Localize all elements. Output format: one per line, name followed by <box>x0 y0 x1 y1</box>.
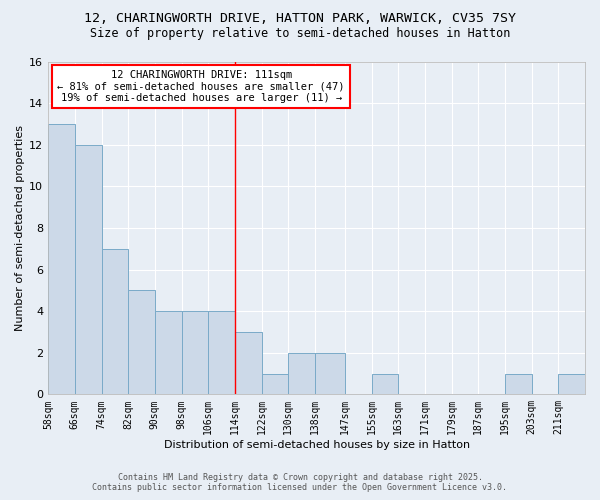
Bar <box>75 144 101 394</box>
Y-axis label: Number of semi-detached properties: Number of semi-detached properties <box>15 125 25 331</box>
Text: Contains HM Land Registry data © Crown copyright and database right 2025.
Contai: Contains HM Land Registry data © Crown c… <box>92 473 508 492</box>
Bar <box>371 374 398 394</box>
Bar <box>48 124 75 394</box>
Bar <box>208 311 235 394</box>
Bar <box>155 311 182 394</box>
Bar <box>288 352 315 395</box>
Text: Size of property relative to semi-detached houses in Hatton: Size of property relative to semi-detach… <box>90 28 510 40</box>
Bar <box>262 374 288 394</box>
Bar <box>128 290 155 395</box>
Bar <box>315 352 345 395</box>
Bar <box>559 374 585 394</box>
Bar <box>235 332 262 394</box>
X-axis label: Distribution of semi-detached houses by size in Hatton: Distribution of semi-detached houses by … <box>164 440 470 450</box>
Text: 12, CHARINGWORTH DRIVE, HATTON PARK, WARWICK, CV35 7SY: 12, CHARINGWORTH DRIVE, HATTON PARK, WAR… <box>84 12 516 26</box>
Text: 12 CHARINGWORTH DRIVE: 111sqm
← 81% of semi-detached houses are smaller (47)
19%: 12 CHARINGWORTH DRIVE: 111sqm ← 81% of s… <box>58 70 345 103</box>
Bar <box>182 311 208 394</box>
Bar <box>505 374 532 394</box>
Bar <box>101 248 128 394</box>
